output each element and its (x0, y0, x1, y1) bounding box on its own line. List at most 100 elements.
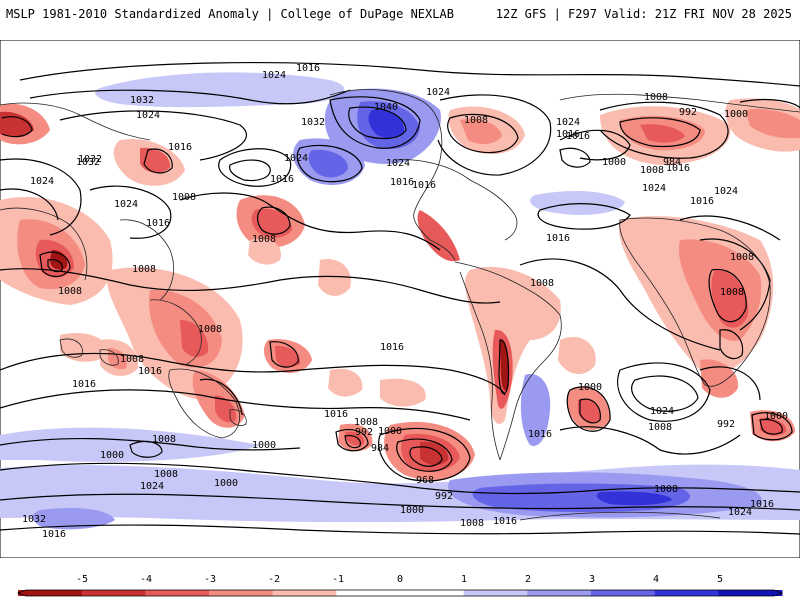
isobar-labels: 1016 1024 1024 1032 1024 1040 1032 1024 … (22, 63, 788, 540)
colorbar-segment (400, 590, 465, 596)
isobar-label: 1008 (152, 434, 176, 445)
isobar-label: 1008 (120, 354, 144, 365)
colorbar-segment (145, 590, 210, 596)
colorbar-ticks: -5 -4 -3 -2 -1 0 1 2 3 4 5 (76, 574, 723, 585)
isobar-label: 992 (435, 491, 453, 502)
isobar-label: 1000 (400, 505, 424, 516)
isobar-label: 1016 (666, 163, 690, 174)
colorbar-segment (272, 590, 337, 596)
isobar-label: 1032 (130, 95, 154, 106)
isobar-label: 1016 (138, 366, 162, 377)
colorbar-segment (718, 590, 783, 596)
isobar-label: 1040 (374, 102, 398, 113)
isobar-label: 1016 (412, 180, 436, 191)
isobar-label: 1016 (556, 129, 580, 140)
isobar-label: 984 (371, 443, 389, 454)
isobar-label: 1016 (546, 233, 570, 244)
colorbar-segment (654, 590, 719, 596)
isobar-label: 1008 (460, 518, 484, 529)
isobar-label: 1016 (42, 529, 66, 540)
isobar-label: 1032 (301, 117, 325, 128)
isobar-label: 1000 (100, 450, 124, 461)
isobar-label: 1024 (642, 183, 666, 194)
isobar-label: 1000 (252, 440, 276, 451)
isobar-label: 1016 (750, 499, 774, 510)
header: MSLP 1981-2010 Standardized Anomaly | Co… (0, 0, 800, 30)
isobar-label: 1016 (270, 174, 294, 185)
colorbar-outline (16, 589, 784, 597)
colorbar-tick: -5 (76, 574, 88, 585)
colorbar-segment (18, 590, 83, 596)
coastlines (0, 89, 800, 521)
isobar-label: 1008 (644, 92, 668, 103)
isobar-label: 992 (679, 107, 697, 118)
isobar-label: 1016 (390, 177, 414, 188)
isobar-label: 1032 (76, 157, 100, 168)
isobar-label: 1024 (136, 110, 160, 121)
isobar-label: 1024 (114, 199, 138, 210)
isobar-label: 1008 (58, 286, 82, 297)
colorbar-segment (463, 590, 528, 596)
colorbar-segment (591, 590, 656, 596)
colorbar-tick: -1 (332, 574, 344, 585)
isobar-label: 1024 (650, 406, 674, 417)
isobar-label: 1000 (724, 109, 748, 120)
isobar-label: 1024 (140, 481, 164, 492)
isobar-label: 1024 (556, 117, 580, 128)
colorbar-segment (209, 590, 274, 596)
colorbar-tick: -4 (140, 574, 152, 585)
colorbar-segment (527, 590, 592, 596)
colorbar-tick: 4 (653, 574, 659, 585)
isobar-label: 1024 (426, 87, 450, 98)
anomaly-colorbar: -5 -4 -3 -2 -1 0 1 2 3 4 5 (16, 574, 784, 597)
isobar-label: 1008 (354, 417, 378, 428)
isobar-label: 1008 (172, 192, 196, 203)
colorbar-tick: -3 (204, 574, 216, 585)
isobar-label: 1008 (132, 264, 156, 275)
colorbar-tick: 3 (589, 574, 595, 585)
isobar-label: 1008 (640, 165, 664, 176)
model-run-info: 12Z GFS | F297 Valid: 21Z FRI NOV 28 202… (495, 7, 792, 21)
isobar-label: 1024 (30, 176, 54, 187)
isobar-label: 1024 (284, 153, 308, 164)
map-title: MSLP 1981-2010 Standardized Anomaly | Co… (6, 7, 454, 21)
isobar-label: 1016 (72, 379, 96, 390)
isobar-label: 968 (416, 475, 434, 486)
isobar-label: 1024 (386, 158, 410, 169)
isobar-label: 1000 (764, 411, 788, 422)
isobar-label: 1016 (380, 342, 404, 353)
world-map: 1016 1024 1024 1032 1024 1040 1032 1024 … (0, 40, 800, 558)
isobar-label: 1008 (198, 324, 222, 335)
colorbar-tick: 0 (397, 574, 403, 585)
isobar-label: 1000 (602, 157, 626, 168)
isobar-label: 1000 (214, 478, 238, 489)
colorbar-segments (16, 589, 784, 597)
colorbar-tick: 1 (461, 574, 467, 585)
isobar-label: 1032 (78, 154, 102, 165)
isobar-label: 1008 (730, 252, 754, 263)
isobar-label: 1000 (578, 382, 602, 393)
isobar-label: 992 (717, 419, 735, 430)
isobar-label: 1016 (324, 409, 348, 420)
colorbar-tick: -2 (268, 574, 280, 585)
isobar-label: 984 (663, 157, 681, 168)
isobar-label: 1024 (262, 70, 286, 81)
colorbar-tick: 2 (525, 574, 531, 585)
isobar-label: 1008 (252, 234, 276, 245)
isobar-label: 1016 (146, 218, 170, 229)
isobar-label: 992 (355, 427, 373, 438)
colorbar-segment (81, 590, 146, 596)
colorbar-tick: 5 (717, 574, 723, 585)
isobar-label: 1024 (714, 186, 738, 197)
isobar-label: 1008 (530, 278, 554, 289)
isobar-label: 1008 (648, 422, 672, 433)
isobar-label: 1016 (566, 131, 590, 142)
isobar-label: 1008 (654, 484, 678, 495)
isobar-label: 1016 (296, 63, 320, 74)
isobar-label: 1016 (168, 142, 192, 153)
isobar-label: 1008 (720, 287, 744, 298)
isobar-label: 1016 (493, 516, 517, 527)
isobar-label: 1016 (528, 429, 552, 440)
isobar-label: 1008 (154, 469, 178, 480)
isobar-label: 1016 (690, 196, 714, 207)
